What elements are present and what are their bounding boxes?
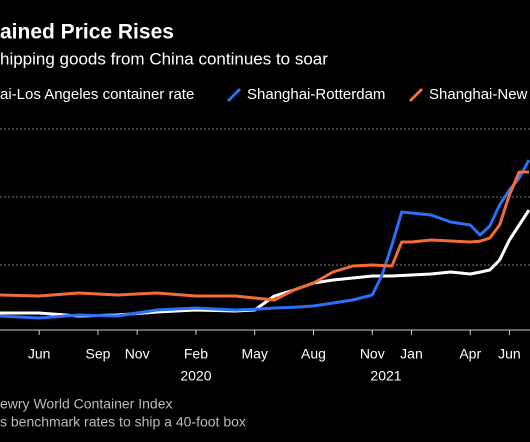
x-tick-label: Aug (301, 346, 326, 362)
x-tick-label: Jun (498, 346, 521, 362)
x-tick-label: Nov (125, 346, 150, 362)
x-tick-label: Feb (184, 346, 208, 362)
x-tick-label: Jun (28, 346, 51, 362)
legend-swatch (226, 87, 242, 103)
x-tick-label: May (241, 346, 267, 362)
source-note: s benchmark rates to ship a 40-foot box (0, 414, 246, 430)
year-label: 2021 (370, 368, 401, 384)
legend-swatch (408, 87, 424, 103)
source-note: ewry World Container Index (0, 396, 172, 412)
x-tick-label: Sep (86, 346, 111, 362)
chart-subtitle: hipping goods from China continues to so… (0, 49, 328, 68)
legend-label: Shanghai-Rotterdam (247, 86, 385, 103)
x-tick-label: Jan (400, 346, 423, 362)
x-tick-label: Nov (360, 346, 385, 362)
legend-label: Shanghai-New (429, 86, 528, 103)
chart-title: ained Price Rises (0, 21, 174, 44)
legend-label: ai-Los Angeles container rate (0, 86, 194, 103)
series-line (0, 209, 530, 318)
series-line (0, 159, 530, 320)
x-tick-label: Apr (459, 346, 481, 362)
series-line (0, 170, 529, 302)
year-label: 2020 (180, 368, 211, 384)
